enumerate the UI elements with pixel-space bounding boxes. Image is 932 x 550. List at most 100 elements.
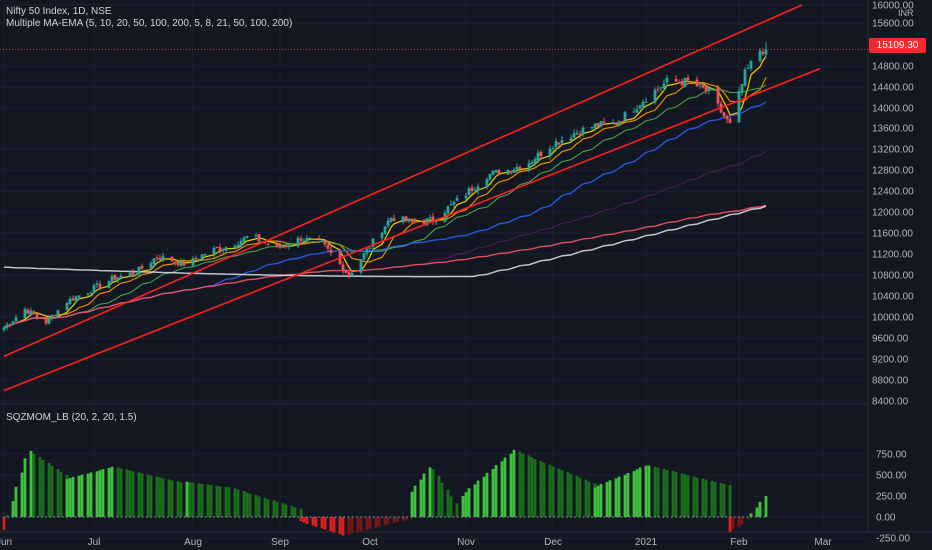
- momentum-bar[interactable]: [176, 481, 180, 517]
- momentum-bar[interactable]: [275, 501, 279, 517]
- momentum-bar[interactable]: [215, 485, 219, 517]
- candle-body[interactable]: [113, 275, 117, 280]
- momentum-bar[interactable]: [314, 517, 318, 527]
- candle-body[interactable]: [560, 140, 564, 143]
- momentum-bar[interactable]: [80, 474, 84, 517]
- momentum-bar[interactable]: [110, 466, 114, 517]
- momentum-bar[interactable]: [224, 486, 228, 517]
- momentum-bar[interactable]: [377, 517, 381, 527]
- momentum-bar[interactable]: [20, 472, 24, 517]
- momentum-bar[interactable]: [233, 488, 237, 517]
- momentum-bar[interactable]: [521, 453, 525, 517]
- momentum-bar[interactable]: [737, 517, 741, 527]
- momentum-bar[interactable]: [188, 482, 192, 517]
- candle-body[interactable]: [5, 324, 9, 328]
- channel-lines[interactable]: [3, 4, 821, 392]
- candle-body[interactable]: [368, 247, 372, 249]
- momentum-bar[interactable]: [248, 493, 252, 517]
- candle-body[interactable]: [326, 244, 330, 249]
- candle-body[interactable]: [635, 109, 639, 113]
- candle-body[interactable]: [236, 244, 240, 247]
- candle-body[interactable]: [128, 272, 132, 277]
- candle-body[interactable]: [677, 81, 681, 83]
- candle-body[interactable]: [476, 186, 480, 191]
- squeeze-momentum-histogram[interactable]: [2, 449, 768, 536]
- candle-body[interactable]: [530, 162, 534, 164]
- momentum-bar[interactable]: [50, 466, 54, 517]
- momentum-bar[interactable]: [293, 507, 297, 517]
- momentum-bar[interactable]: [764, 496, 768, 517]
- momentum-bar[interactable]: [542, 462, 546, 517]
- momentum-bar[interactable]: [626, 472, 630, 517]
- momentum-bar[interactable]: [383, 517, 387, 526]
- candle-body[interactable]: [86, 293, 90, 295]
- candle-body[interactable]: [704, 86, 708, 92]
- momentum-bar[interactable]: [557, 468, 561, 517]
- candle-body[interactable]: [2, 327, 6, 331]
- momentum-bar[interactable]: [140, 473, 144, 517]
- momentum-bar[interactable]: [518, 451, 522, 517]
- candle-body[interactable]: [155, 257, 159, 259]
- momentum-bar[interactable]: [683, 474, 687, 517]
- momentum-bar[interactable]: [719, 482, 723, 517]
- momentum-bar[interactable]: [101, 469, 105, 517]
- momentum-bar[interactable]: [368, 517, 372, 529]
- momentum-bar[interactable]: [86, 473, 90, 517]
- candle-body[interactable]: [170, 256, 174, 262]
- candle-body[interactable]: [173, 261, 177, 263]
- candle-body[interactable]: [323, 240, 327, 245]
- momentum-bar[interactable]: [476, 480, 480, 517]
- momentum-bar[interactable]: [149, 475, 153, 517]
- candle-body[interactable]: [641, 101, 645, 107]
- candle-body[interactable]: [467, 188, 471, 195]
- momentum-bar[interactable]: [170, 480, 174, 517]
- momentum-bar[interactable]: [284, 504, 288, 517]
- candle-body[interactable]: [758, 50, 762, 62]
- momentum-bar[interactable]: [419, 479, 423, 517]
- candle-body[interactable]: [281, 246, 285, 248]
- momentum-bar[interactable]: [299, 517, 303, 522]
- momentum-bar[interactable]: [167, 479, 171, 517]
- momentum-bar[interactable]: [503, 457, 507, 518]
- candle-body[interactable]: [116, 277, 120, 281]
- candle-body[interactable]: [581, 127, 585, 135]
- candle-body[interactable]: [473, 189, 477, 191]
- momentum-bar[interactable]: [755, 507, 759, 517]
- momentum-bar[interactable]: [485, 472, 489, 517]
- candle-body[interactable]: [494, 170, 498, 173]
- candle-body[interactable]: [245, 236, 249, 238]
- candle-body[interactable]: [302, 240, 306, 242]
- momentum-bar[interactable]: [494, 465, 498, 517]
- candle-body[interactable]: [761, 51, 765, 54]
- candle-body[interactable]: [44, 317, 48, 324]
- momentum-bar[interactable]: [146, 474, 150, 517]
- momentum-bar[interactable]: [578, 477, 582, 517]
- momentum-bar[interactable]: [365, 517, 369, 530]
- candle-body[interactable]: [347, 272, 351, 276]
- momentum-bar[interactable]: [596, 485, 600, 517]
- momentum-bar[interactable]: [746, 517, 750, 520]
- candle-body[interactable]: [242, 237, 246, 242]
- momentum-bar[interactable]: [11, 501, 15, 517]
- candle-body[interactable]: [557, 142, 561, 145]
- candle-body[interactable]: [509, 170, 513, 173]
- candle-body[interactable]: [14, 317, 18, 322]
- candle-body[interactable]: [221, 249, 225, 251]
- momentum-bar[interactable]: [311, 517, 315, 526]
- candle-body[interactable]: [422, 221, 426, 224]
- momentum-bar[interactable]: [473, 484, 477, 517]
- momentum-bar[interactable]: [560, 470, 564, 517]
- momentum-bar[interactable]: [107, 467, 111, 517]
- momentum-bar[interactable]: [695, 477, 699, 517]
- momentum-bar[interactable]: [89, 472, 93, 517]
- momentum-bar[interactable]: [671, 470, 675, 517]
- candle-body[interactable]: [434, 221, 438, 223]
- candle-body[interactable]: [107, 281, 111, 288]
- candle-body[interactable]: [287, 245, 291, 247]
- candle-body[interactable]: [149, 262, 153, 269]
- candle-body[interactable]: [296, 237, 300, 247]
- candle-body[interactable]: [200, 254, 204, 259]
- momentum-bar[interactable]: [593, 487, 597, 517]
- momentum-bar[interactable]: [281, 503, 285, 517]
- candle-body[interactable]: [449, 204, 453, 206]
